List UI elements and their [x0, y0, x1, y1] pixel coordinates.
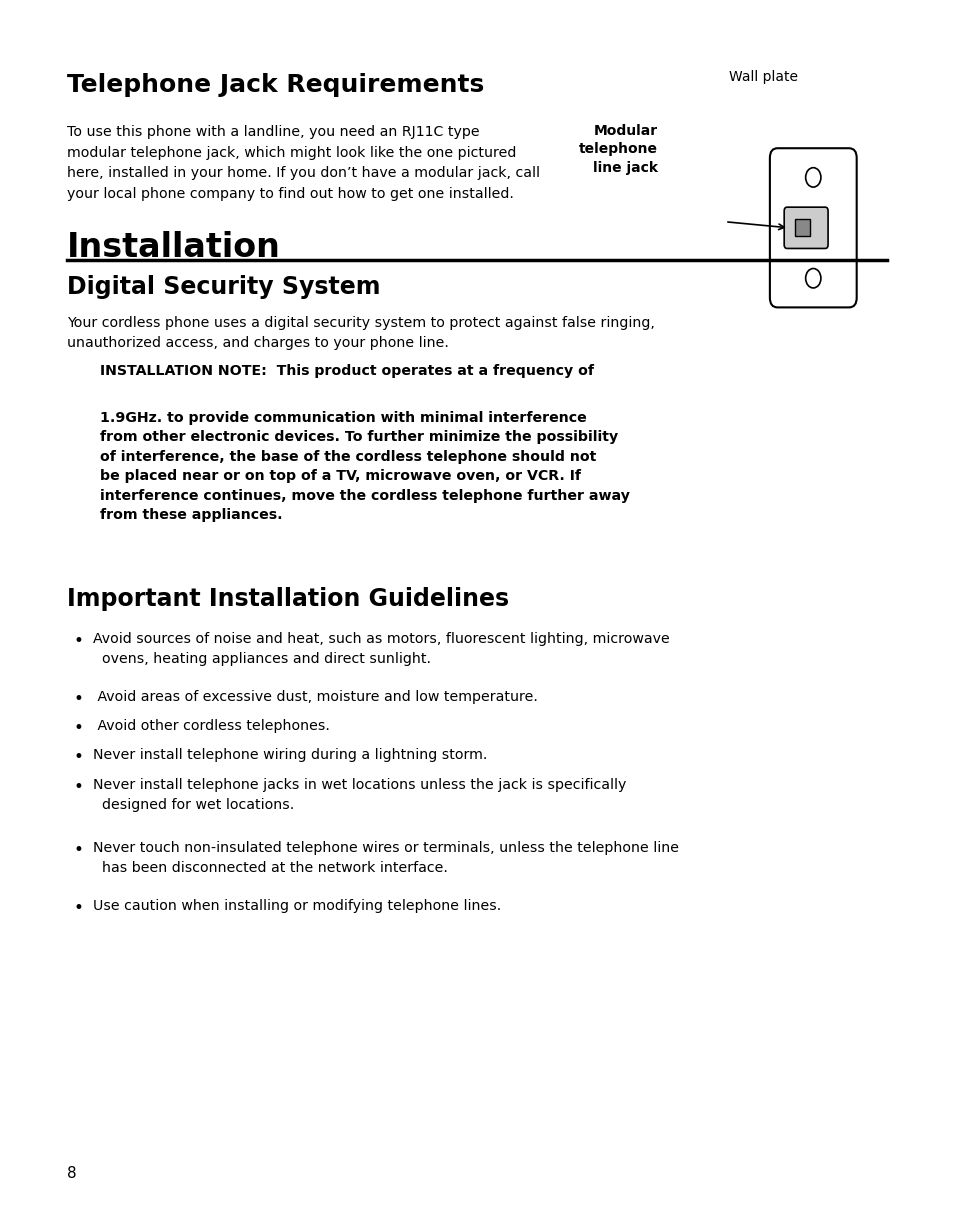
Text: •: •	[73, 778, 83, 796]
Text: Digital Security System: Digital Security System	[67, 275, 380, 299]
Text: Wall plate: Wall plate	[728, 70, 797, 85]
Text: •: •	[73, 719, 83, 738]
Text: Use caution when installing or modifying telephone lines.: Use caution when installing or modifying…	[92, 899, 500, 914]
Text: Avoid other cordless telephones.: Avoid other cordless telephones.	[92, 719, 329, 734]
Text: Avoid areas of excessive dust, moisture and low temperature.: Avoid areas of excessive dust, moisture …	[92, 690, 537, 705]
FancyBboxPatch shape	[783, 207, 827, 249]
Text: •: •	[73, 632, 83, 650]
Text: Modular
telephone
line jack: Modular telephone line jack	[578, 124, 658, 175]
Text: Installation: Installation	[67, 231, 280, 264]
FancyBboxPatch shape	[794, 219, 809, 236]
Text: •: •	[73, 690, 83, 708]
Text: 8: 8	[67, 1166, 76, 1181]
Text: •: •	[73, 748, 83, 767]
Text: To use this phone with a landline, you need an RJ11C type
modular telephone jack: To use this phone with a landline, you n…	[67, 125, 539, 200]
Text: Avoid sources of noise and heat, such as motors, fluorescent lighting, microwave: Avoid sources of noise and heat, such as…	[92, 632, 669, 666]
Text: Never install telephone wiring during a lightning storm.: Never install telephone wiring during a …	[92, 748, 486, 763]
Text: Never install telephone jacks in wet locations unless the jack is specifically
 : Never install telephone jacks in wet loc…	[92, 778, 625, 812]
Text: •: •	[73, 841, 83, 859]
Text: INSTALLATION NOTE:  This product operates at a frequency of: INSTALLATION NOTE: This product operates…	[100, 364, 594, 379]
Text: Never touch non-insulated telephone wires or terminals, unless the telephone lin: Never touch non-insulated telephone wire…	[92, 841, 678, 875]
Text: 1.9GHz. to provide communication with minimal interference
from other electronic: 1.9GHz. to provide communication with mi…	[100, 411, 630, 522]
Text: Your cordless phone uses a digital security system to protect against false ring: Your cordless phone uses a digital secur…	[67, 316, 654, 350]
Text: •: •	[73, 899, 83, 917]
Text: Telephone Jack Requirements: Telephone Jack Requirements	[67, 73, 483, 97]
FancyBboxPatch shape	[769, 148, 856, 307]
Text: Important Installation Guidelines: Important Installation Guidelines	[67, 587, 508, 611]
